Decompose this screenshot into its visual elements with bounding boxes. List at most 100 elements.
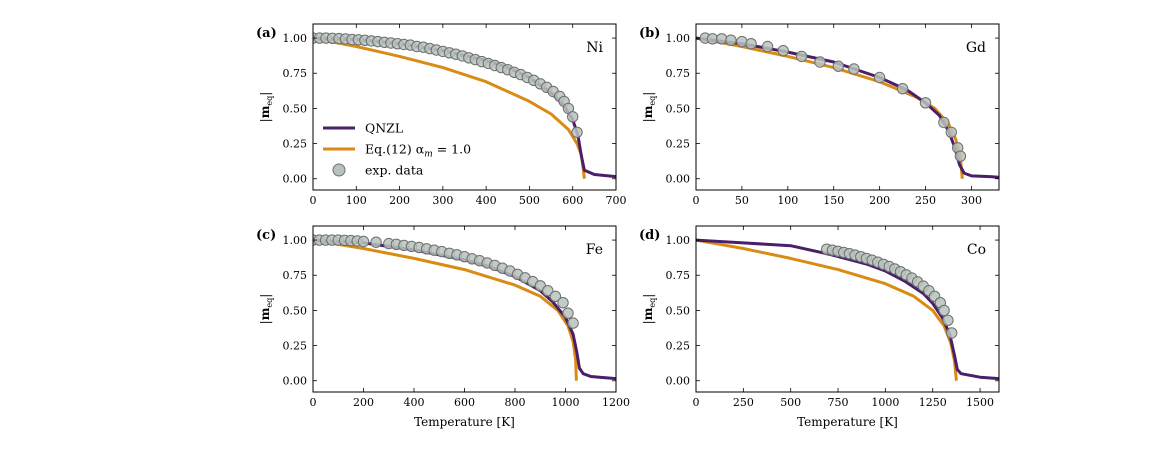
element-label: Co: [967, 242, 986, 258]
plot-data: [313, 32, 616, 179]
x-tick-label: 600: [562, 194, 583, 207]
y-tick-label: 0.75: [283, 67, 308, 80]
y-tick-label: 1.00: [283, 234, 308, 247]
exp-data-point: [357, 235, 370, 248]
eq12-curve: [313, 36, 586, 179]
x-tick-label: 150: [823, 194, 844, 207]
legend-label: QNZL: [365, 121, 403, 136]
plot-data: [696, 32, 999, 179]
x-tick-label: 500: [780, 396, 801, 409]
panel-gd: 0 50 100 150 200 250 300 0.00 0.25 0.50 0.75 1.00 (b…: [639, 23, 1000, 207]
y-tick-label: 0.50: [283, 304, 308, 317]
x-axis-label: Temperature [K]: [797, 415, 898, 429]
panel-tag: (c): [256, 228, 276, 243]
x-tick-label: 100: [777, 194, 798, 207]
exp-data-point: [896, 83, 909, 95]
panel-co: 0 250 500 750 1000 1250 1500 0.00 0.25 0.50 0.75 1.…: [639, 225, 1000, 429]
exp-data-point: [571, 126, 583, 139]
legend-exp-marker: [332, 163, 346, 177]
x-tick-label: 0: [310, 194, 317, 207]
y-tick-label: 1.00: [283, 32, 308, 45]
y-tick-label: 1.00: [666, 32, 691, 45]
exp-data-point: [873, 71, 886, 84]
y-tick-label: 0.00: [666, 375, 691, 388]
x-tick-label: 1000: [552, 396, 580, 409]
y-tick-label: 1.00: [666, 234, 691, 247]
x-tick-label: 400: [404, 396, 425, 409]
y-tick-label: 0.75: [666, 67, 691, 80]
exp-data-point: [832, 60, 844, 72]
y-axis-label: |meq|: [258, 294, 274, 325]
y-tick-label: 0.75: [666, 269, 691, 282]
legend: QNZL Eq.(12) αm = 1.0 exp. data: [323, 121, 471, 178]
exp-data-point: [745, 38, 757, 50]
x-tick-label: 200: [353, 396, 374, 409]
exp-data-point: [814, 56, 826, 68]
x-tick-label: 250: [733, 396, 754, 409]
exp-data-point: [370, 236, 382, 248]
element-label: Gd: [966, 40, 986, 56]
y-tick-label: 0.50: [666, 304, 691, 317]
y-axis-label: |meq|: [641, 294, 657, 325]
panel-tag: (a): [256, 26, 277, 41]
x-tick-label: 1500: [966, 396, 994, 409]
x-tick-label: 250: [915, 194, 936, 207]
x-tick-label: 700: [606, 194, 627, 207]
element-label: Ni: [586, 40, 603, 56]
y-tick-label: 0.50: [283, 102, 308, 115]
x-tick-label: 1000: [871, 396, 899, 409]
exp-data-point: [567, 111, 579, 123]
x-tick-label: 300: [432, 194, 453, 207]
x-tick-label: 200: [389, 194, 410, 207]
element-label: Fe: [586, 242, 603, 258]
x-tick-label: 1200: [602, 396, 630, 409]
plot-frame: [695, 23, 1000, 191]
exp-data-point: [942, 314, 954, 326]
exp-data-point: [945, 126, 957, 139]
qnzl-curve: [696, 238, 999, 381]
y-tick-label: 0.25: [666, 138, 691, 151]
legend-label: exp. data: [365, 163, 424, 178]
exp-data-point: [562, 307, 574, 319]
exp-data-point: [848, 63, 860, 75]
exp-data-point: [777, 45, 789, 57]
exp-data-point: [946, 327, 958, 339]
y-tick-label: 0.50: [666, 102, 691, 115]
plot-frame: [312, 23, 617, 191]
panel-fe: 0 200 400 600 800 1000 1200 0.00 0.25 0.50 0.75 1.0…: [256, 225, 630, 429]
panel-tag: (d): [639, 228, 660, 243]
plot-data: [696, 238, 999, 381]
exp-data-point: [725, 34, 737, 46]
exp-data-point: [954, 150, 967, 162]
panel-ni: 0 100 200 300 400 500 600 700 0.00 0.25 0.50 0.75 1.…: [256, 23, 627, 207]
x-tick-label: 100: [346, 194, 367, 207]
exp-data-point: [938, 304, 950, 317]
y-tick-label: 0.25: [283, 340, 308, 353]
plot-data: [313, 234, 616, 381]
exp-data-point: [761, 40, 774, 53]
exp-data-point: [542, 285, 554, 297]
y-tick-label: 0.00: [283, 375, 308, 388]
x-tick-label: 600: [454, 396, 475, 409]
x-tick-label: 0: [693, 396, 700, 409]
qnzl-curve: [696, 36, 999, 179]
exp-data-point: [795, 50, 808, 63]
y-tick-label: 0.75: [283, 269, 308, 282]
legend-label: Eq.(12) αm = 1.0: [365, 142, 471, 160]
x-tick-label: 0: [693, 194, 700, 207]
x-tick-label: 750: [828, 396, 849, 409]
eq12-curve: [696, 36, 964, 179]
x-tick-label: 400: [476, 194, 497, 207]
x-axis-label: Temperature [K]: [414, 415, 515, 429]
exp-data-point: [736, 35, 748, 48]
plot-frame: [695, 225, 1000, 393]
eq12-curve: [696, 238, 958, 381]
x-tick-label: 0: [310, 396, 317, 409]
x-tick-label: 200: [869, 194, 890, 207]
y-tick-label: 0.25: [283, 138, 308, 151]
x-tick-label: 500: [519, 194, 540, 207]
x-tick-label: 1250: [919, 396, 947, 409]
panel-tag: (b): [639, 26, 660, 41]
y-tick-label: 0.00: [283, 173, 308, 186]
exp-data-point: [549, 290, 562, 302]
